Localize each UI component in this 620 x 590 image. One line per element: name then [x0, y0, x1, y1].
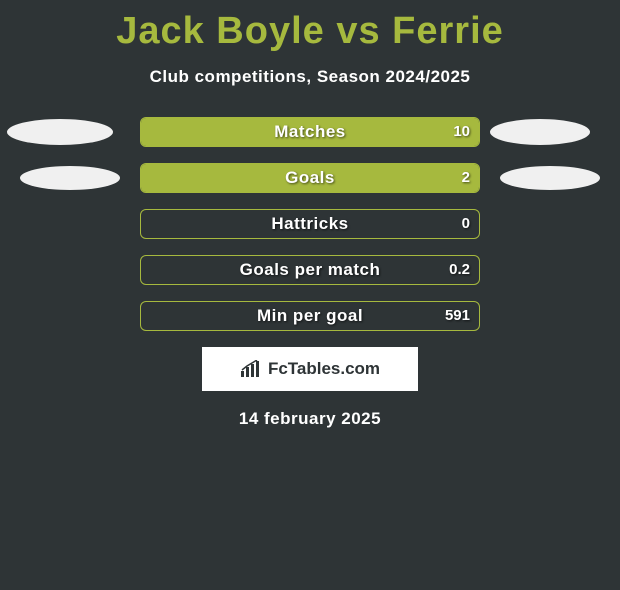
- stat-row: Matches10: [0, 117, 620, 147]
- stats-chart: Matches10 Goals2 Hattricks0 Goals per match…: [0, 117, 620, 331]
- stat-value: 0.2: [449, 255, 470, 285]
- player-ellipse: [7, 119, 113, 145]
- page-title: Jack Boyle vs Ferrie: [0, 10, 620, 53]
- branding-text: FcTables.com: [268, 359, 380, 379]
- stat-value: 10: [453, 117, 470, 147]
- stat-label: Goals per match: [140, 255, 480, 285]
- player-ellipse: [500, 166, 600, 190]
- player-ellipse: [20, 166, 120, 190]
- stat-value: 591: [445, 301, 470, 331]
- stat-label: Matches: [140, 117, 480, 147]
- branding-badge: FcTables.com: [202, 347, 418, 391]
- date-label: 14 february 2025: [0, 409, 620, 429]
- stat-row: Min per goal591: [0, 301, 620, 331]
- player-ellipse: [490, 119, 590, 145]
- stat-row: Goals2: [0, 163, 620, 193]
- stat-label: Goals: [140, 163, 480, 193]
- stat-label: Min per goal: [140, 301, 480, 331]
- bar-chart-icon: [240, 360, 262, 378]
- stat-row: Hattricks0: [0, 209, 620, 239]
- subtitle: Club competitions, Season 2024/2025: [0, 67, 620, 87]
- stat-row: Goals per match0.2: [0, 255, 620, 285]
- stat-label: Hattricks: [140, 209, 480, 239]
- stat-value: 2: [462, 163, 470, 193]
- stat-value: 0: [462, 209, 470, 239]
